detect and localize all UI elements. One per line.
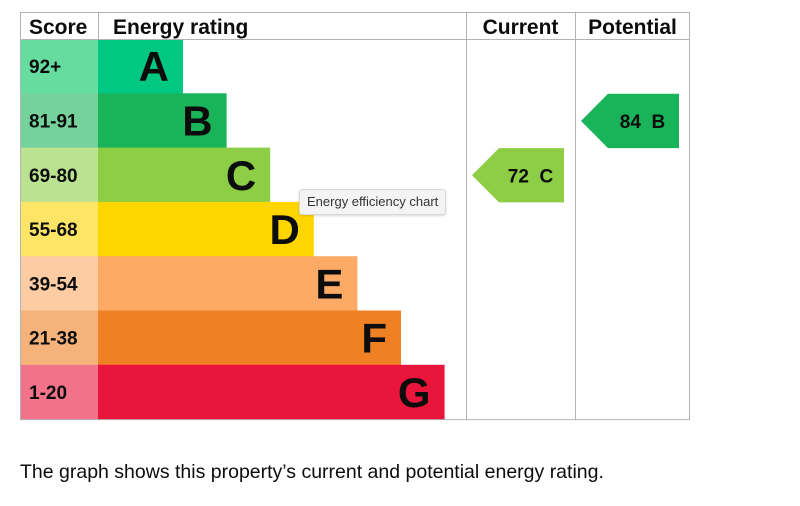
rating-letter-d: D — [269, 206, 299, 253]
rating-bar-d — [98, 201, 314, 257]
score-cell-f — [20, 310, 98, 366]
score-label-a: 92+ — [29, 57, 61, 78]
potential-rating-arrow — [581, 93, 679, 149]
header-potential: Potential — [588, 16, 677, 39]
rating-letter-f: F — [361, 315, 387, 362]
rating-bar-f — [98, 310, 401, 366]
score-label-f: 21-38 — [29, 329, 78, 350]
rating-letter-a: A — [139, 43, 169, 90]
score-cell-c — [20, 147, 98, 203]
rating-bar-a — [98, 39, 183, 94]
energy-rating-chart: Score Energy rating Current Potential 92+ A 81… — [20, 12, 690, 421]
header-score: Score — [29, 16, 87, 39]
header-current: Current — [483, 16, 559, 39]
current-rating-label: 72 C — [508, 166, 554, 187]
chart-tooltip: Energy efficiency chart — [299, 189, 447, 215]
rating-bar-c — [98, 147, 271, 203]
score-label-b: 81-91 — [29, 111, 78, 132]
rating-bar-g — [98, 364, 445, 420]
score-cell-a — [20, 39, 98, 94]
current-rating-arrow — [472, 148, 564, 203]
potential-rating-label: 84 B — [620, 112, 665, 133]
score-label-c: 69-80 — [29, 166, 78, 187]
rating-letter-g: G — [398, 369, 431, 416]
rating-bar-e — [98, 256, 358, 311]
score-cell-d — [20, 201, 98, 257]
header-energy-rating: Energy rating — [113, 16, 248, 39]
score-cell-b — [20, 93, 98, 149]
score-label-e: 39-54 — [29, 274, 78, 295]
rating-letter-e: E — [315, 260, 343, 307]
score-label-g: 1-20 — [29, 383, 67, 404]
rating-bar-b — [98, 93, 227, 149]
rating-letter-b: B — [182, 97, 212, 144]
rating-letter-c: C — [226, 152, 256, 199]
score-cell-e — [20, 256, 98, 311]
score-cell-g — [20, 364, 98, 420]
score-label-d: 55-68 — [29, 220, 78, 241]
chart-caption: The graph shows this property’s current … — [20, 461, 604, 483]
